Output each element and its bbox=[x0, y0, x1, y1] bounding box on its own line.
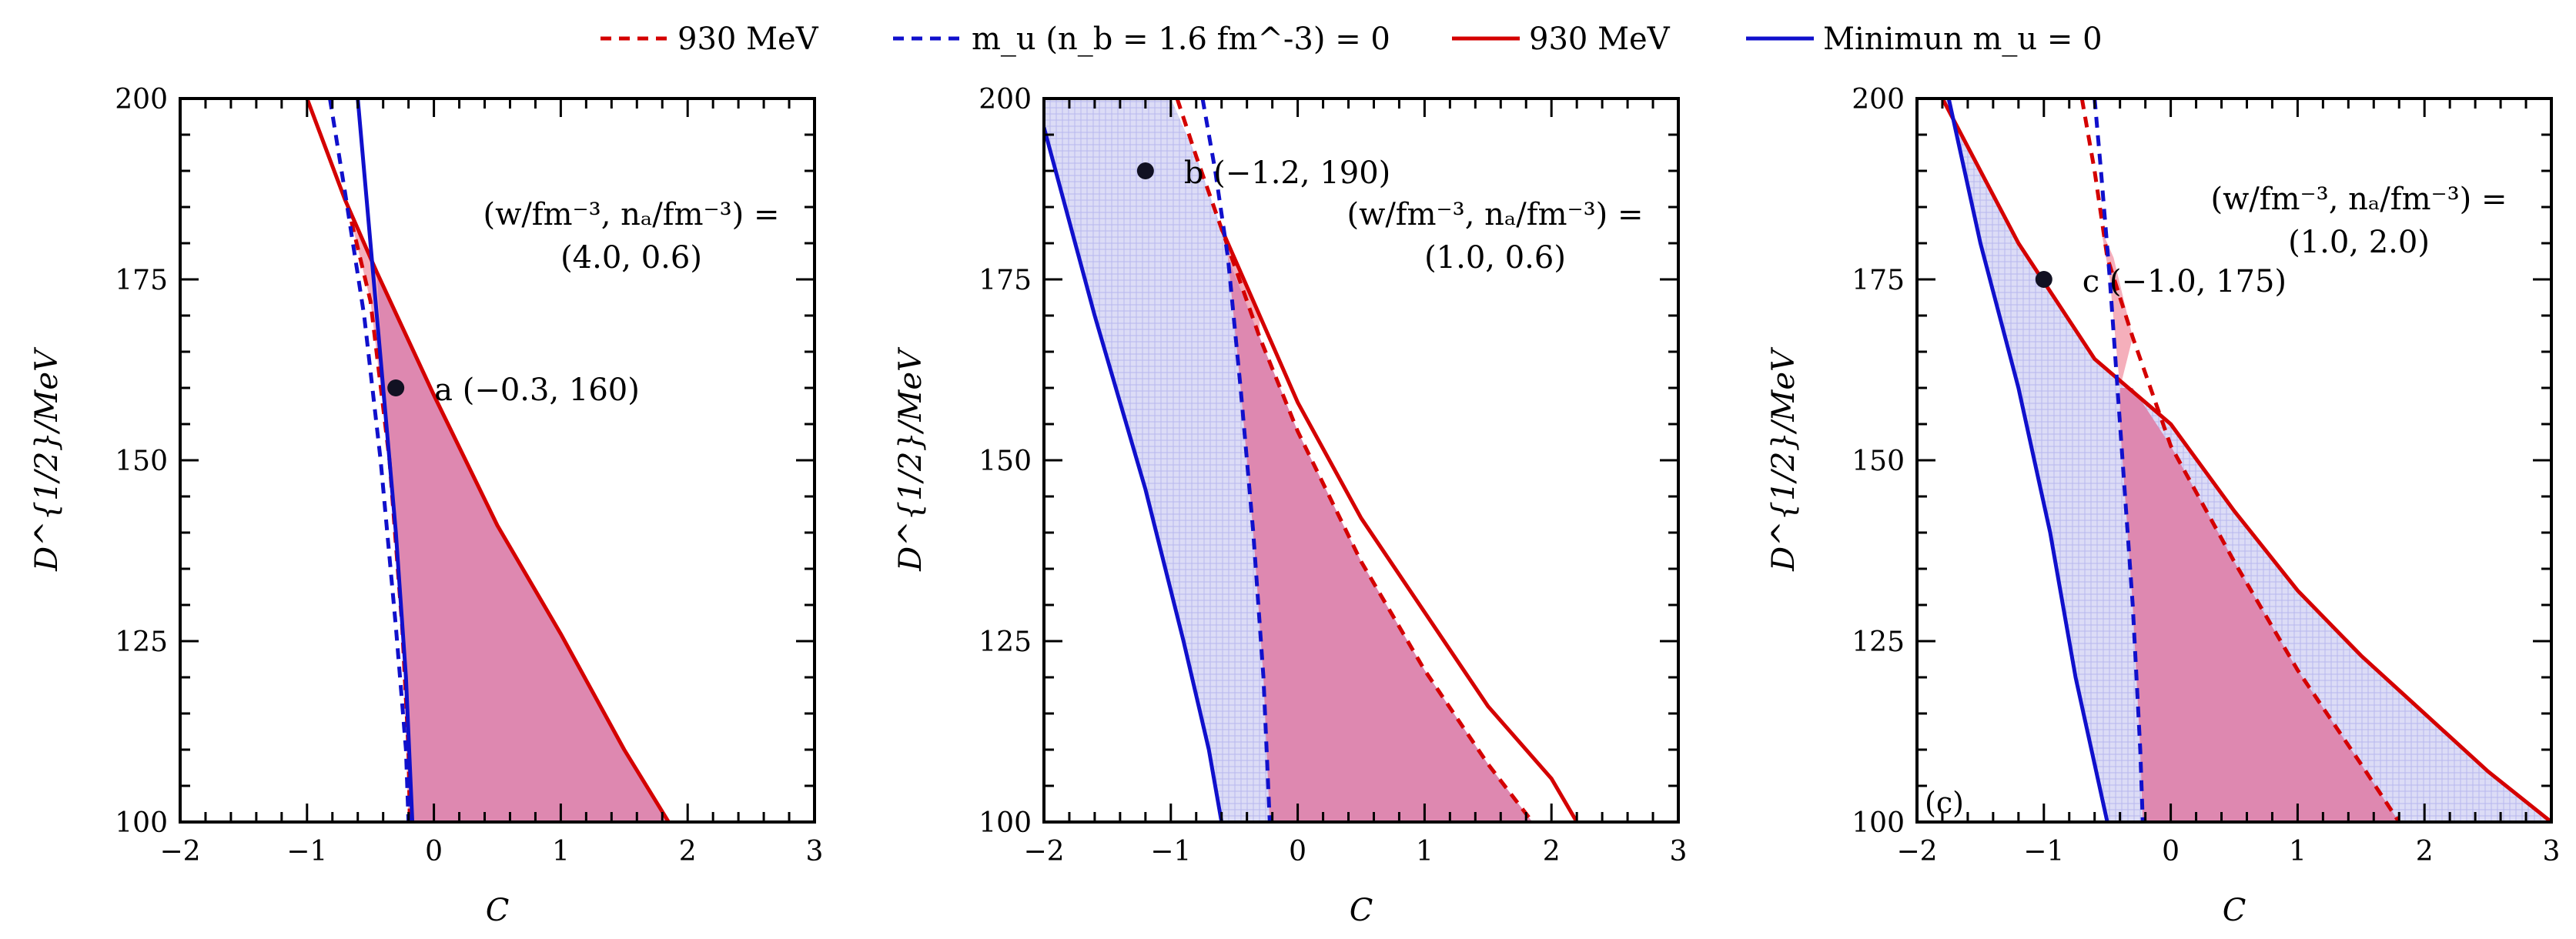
y-tick-label: 200 bbox=[1852, 84, 1905, 115]
x-axis-label: C bbox=[486, 893, 510, 928]
curve-red-solid-3 bbox=[1940, 99, 2551, 822]
legend-item-1: 930 MeV bbox=[601, 22, 819, 57]
y-tick-label: 125 bbox=[115, 627, 168, 658]
y-tick-label: 100 bbox=[1852, 807, 1905, 839]
y-tick-label: 150 bbox=[979, 446, 1032, 477]
y-tick-label: 150 bbox=[1852, 446, 1905, 477]
curve-red-dashed-3 bbox=[2079, 99, 2401, 822]
y-tick-label: 200 bbox=[115, 84, 168, 115]
legend-item-3: 930 MeV bbox=[1452, 22, 1671, 57]
y-tick-label: 150 bbox=[115, 446, 168, 477]
chart-panel-1: a (−0.3, 160) (w/fm⁻³, nₐ/fm⁻³) = (4.0, 0.… bbox=[29, 84, 823, 928]
curve-blue-dashed-1 bbox=[328, 99, 411, 822]
curve-red-solid-1 bbox=[305, 99, 671, 822]
region-fill-purple-fill-3 bbox=[1228, 257, 1533, 822]
curve-blue-solid-2 bbox=[1044, 126, 1224, 822]
legend-label-3: 930 MeV bbox=[1529, 22, 1671, 57]
y-tick-label: 175 bbox=[115, 265, 168, 296]
y-tick-label: 175 bbox=[1852, 265, 1905, 296]
legend-label-4: Minimun m_u = 0 bbox=[1823, 22, 2103, 57]
curve-blue-dashed-2 bbox=[1200, 99, 1272, 822]
x-tick-label: 1 bbox=[2289, 836, 2307, 867]
region-fill-blue-fill-1 bbox=[1942, 99, 2551, 822]
curve-blue-solid-1 bbox=[356, 99, 415, 822]
y-tick-label: 125 bbox=[1852, 627, 1905, 658]
param-annotation-line1-2: (w/fm⁻³, nₐ/fm⁻³) = bbox=[1347, 197, 1643, 232]
region-fill-purple-fill-2 bbox=[376, 272, 669, 822]
curve-blue-solid-3 bbox=[1946, 99, 2109, 822]
y-tick-label: 200 bbox=[979, 84, 1032, 115]
chart-panels: a (−0.3, 160) (w/fm⁻³, nₐ/fm⁻³) = (4.0, 0.… bbox=[29, 84, 2560, 928]
x-tick-label: 3 bbox=[806, 836, 824, 867]
curve-red-solid-2 bbox=[1219, 228, 1579, 822]
x-tick-label: 2 bbox=[1543, 836, 1561, 867]
plot-area bbox=[1044, 99, 1579, 822]
x-tick-label: 3 bbox=[2543, 836, 2561, 867]
panel-tag-3: (c) bbox=[1925, 786, 1964, 820]
legend-label-1: 930 MeV bbox=[677, 22, 819, 57]
x-tick-label: 3 bbox=[1670, 836, 1688, 867]
param-annotation-line2-2: (1.0, 0.6) bbox=[1424, 240, 1566, 276]
legend-item-4: Minimun m_u = 0 bbox=[1746, 22, 2103, 57]
x-tick-label: 0 bbox=[2162, 836, 2180, 867]
x-tick-label: 2 bbox=[2416, 836, 2434, 867]
data-point-2 bbox=[1136, 162, 1154, 179]
data-point-3 bbox=[2035, 271, 2052, 288]
plot-area bbox=[1940, 99, 2551, 822]
param-annotation-line2-3: (1.0, 2.0) bbox=[2288, 225, 2430, 260]
point-label-3: c (−1.0, 175) bbox=[2083, 264, 2287, 299]
x-tick-label: 1 bbox=[1416, 836, 1434, 867]
legend: 930 MeV m_u (n_b = 1.6 fm^-3) = 0 930 Me… bbox=[601, 22, 2103, 57]
x-tick-label: 0 bbox=[425, 836, 443, 867]
x-tick-label: −1 bbox=[286, 836, 327, 867]
x-tick-label: 2 bbox=[679, 836, 697, 867]
legend-label-2: m_u (n_b = 1.6 fm^-3) = 0 bbox=[972, 22, 1390, 57]
x-axis-label: C bbox=[1350, 893, 1373, 928]
x-tick-label: 0 bbox=[1289, 836, 1306, 867]
point-label-1: a (−0.3, 160) bbox=[434, 373, 640, 408]
x-tick-label: −2 bbox=[1023, 836, 1064, 867]
curve-blue-dashed-3 bbox=[2093, 99, 2145, 822]
param-annotation-line1-3: (w/fm⁻³, nₐ/fm⁻³) = bbox=[2210, 182, 2507, 217]
param-annotation-line1-1: (w/fm⁻³, nₐ/fm⁻³) = bbox=[483, 197, 779, 232]
chart-panel-3: c (−1.0, 175) (w/fm⁻³, nₐ/fm⁻³) = (1.0, 2.… bbox=[1766, 84, 2560, 928]
x-tick-label: −2 bbox=[1896, 836, 1937, 867]
x-tick-label: −2 bbox=[159, 836, 200, 867]
param-annotation-line2-1: (4.0, 0.6) bbox=[560, 240, 702, 276]
point-label-2: b (−1.2, 190) bbox=[1184, 155, 1390, 191]
plot-area bbox=[305, 99, 671, 822]
y-axis-label: D^{1/2}/MeV bbox=[1766, 346, 1802, 572]
legend-item-2: m_u (n_b = 1.6 fm^-3) = 0 bbox=[893, 22, 1390, 57]
y-axis-label: D^{1/2}/MeV bbox=[29, 346, 65, 572]
x-tick-label: −1 bbox=[1150, 836, 1191, 867]
y-tick-label: 100 bbox=[979, 807, 1032, 839]
data-point-1 bbox=[387, 379, 405, 396]
y-tick-label: 125 bbox=[979, 627, 1032, 658]
x-tick-label: 1 bbox=[552, 836, 570, 867]
x-axis-label: C bbox=[2223, 893, 2246, 928]
y-axis-label: D^{1/2}/MeV bbox=[893, 346, 928, 572]
y-tick-label: 100 bbox=[115, 807, 168, 839]
y-tick-label: 175 bbox=[979, 265, 1032, 296]
curve-red-dashed-2 bbox=[1175, 99, 1534, 822]
x-tick-label: −1 bbox=[2023, 836, 2064, 867]
chart-panel-2: b (−1.2, 190) (w/fm⁻³, nₐ/fm⁻³) = (1.0, 0.… bbox=[893, 84, 1687, 928]
